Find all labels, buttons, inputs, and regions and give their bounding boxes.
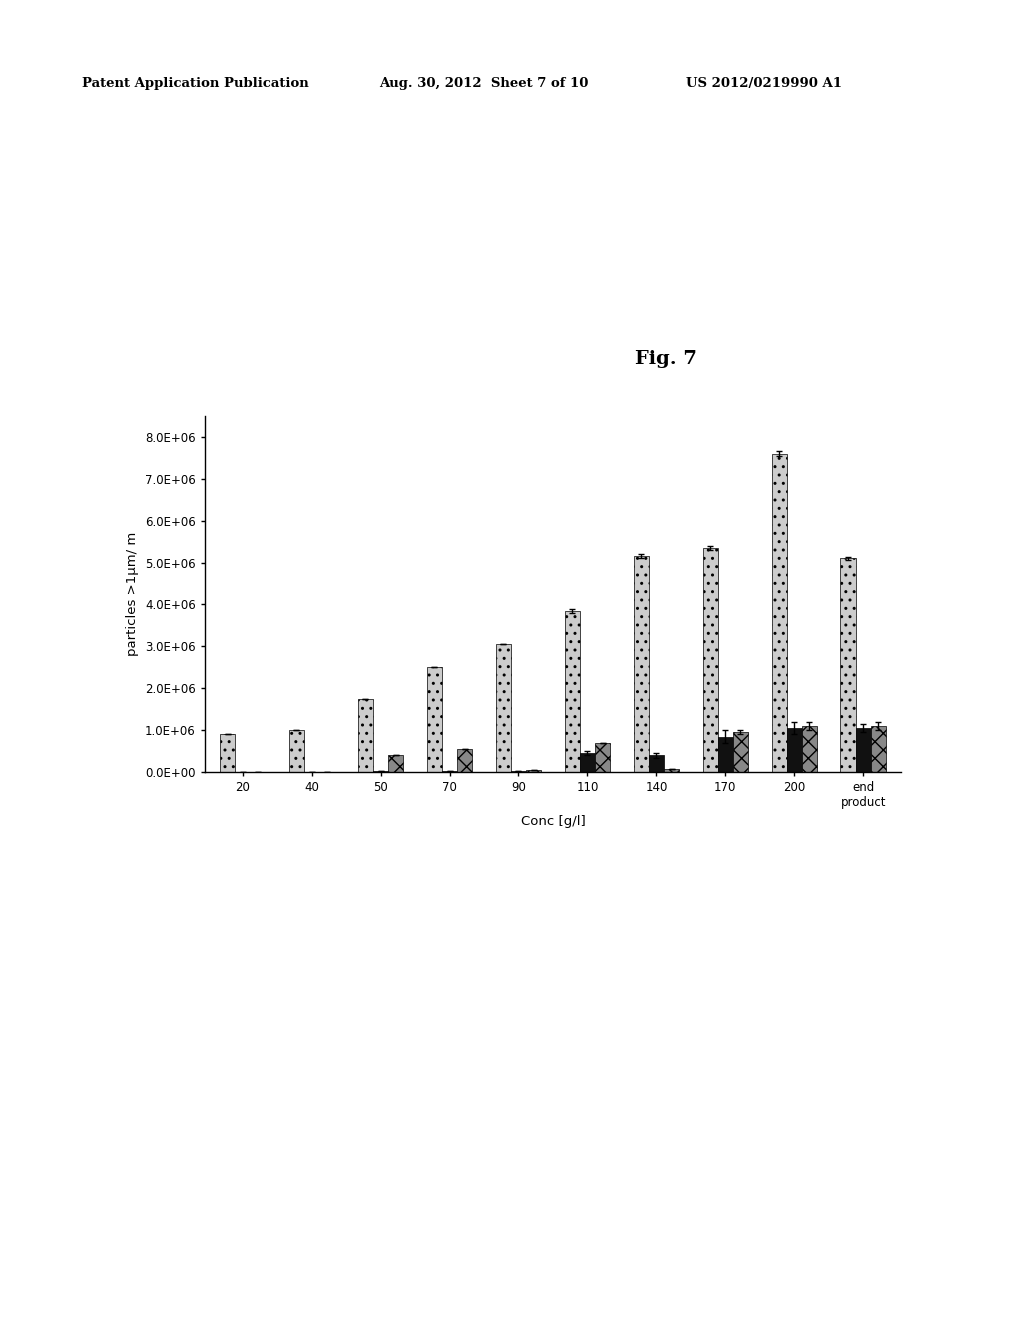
Bar: [856, 729, 870, 772]
Bar: [289, 730, 304, 772]
Bar: [564, 611, 580, 772]
X-axis label: Conc [g/l]: Conc [g/l]: [520, 814, 586, 828]
Bar: [388, 755, 403, 772]
Bar: [526, 770, 542, 772]
Text: Aug. 30, 2012  Sheet 7 of 10: Aug. 30, 2012 Sheet 7 of 10: [379, 77, 588, 90]
Bar: [870, 726, 886, 772]
Bar: [786, 729, 802, 772]
Y-axis label: particles >1μm/ m: particles >1μm/ m: [127, 532, 139, 656]
Text: Patent Application Publication: Patent Application Publication: [82, 77, 308, 90]
Text: US 2012/0219990 A1: US 2012/0219990 A1: [686, 77, 842, 90]
Bar: [771, 454, 786, 772]
Bar: [718, 737, 733, 772]
Bar: [634, 556, 649, 772]
Bar: [664, 770, 679, 772]
Bar: [702, 548, 718, 772]
Bar: [357, 698, 373, 772]
Bar: [733, 733, 749, 772]
Bar: [427, 668, 442, 772]
Bar: [649, 755, 664, 772]
Bar: [841, 558, 856, 772]
Bar: [457, 750, 472, 772]
Bar: [220, 734, 236, 772]
Bar: [496, 644, 511, 772]
Bar: [802, 726, 817, 772]
Bar: [580, 754, 595, 772]
Text: Fig. 7: Fig. 7: [635, 350, 696, 368]
Bar: [595, 743, 610, 772]
